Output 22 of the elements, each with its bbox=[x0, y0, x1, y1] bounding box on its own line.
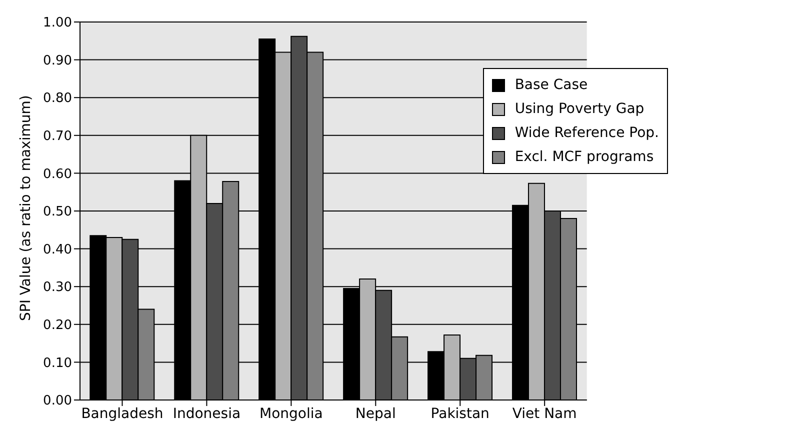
y-tick-label: 0.30 bbox=[43, 280, 72, 296]
legend-label: Excl. MCF programs bbox=[514, 148, 654, 167]
y-tick-label: 0.00 bbox=[43, 394, 72, 409]
y-tick-label: 0.80 bbox=[43, 91, 72, 106]
legend-label: Base Case bbox=[514, 76, 588, 95]
y-tick-label: 0.60 bbox=[43, 166, 72, 182]
y-tick-label: 0.50 bbox=[43, 204, 72, 220]
legend-label: Wide Reference Pop. bbox=[514, 124, 659, 143]
y-tick-label: 0.10 bbox=[43, 356, 72, 371]
y-axis-title: SPI Value (as ratio to maximum) bbox=[18, 95, 34, 321]
y-tick-label: 0.20 bbox=[43, 318, 72, 334]
y-tick-label: 0.90 bbox=[43, 53, 72, 68]
x-tick-label: Pakistan bbox=[430, 406, 490, 422]
legend-label: Using Poverty Gap bbox=[514, 100, 644, 119]
y-tick-label: 0.40 bbox=[43, 242, 72, 258]
x-tick-label: Bangladesh bbox=[81, 406, 164, 422]
x-tick-label: Nepal bbox=[355, 406, 396, 422]
y-tick-label: 1.00 bbox=[43, 16, 72, 31]
x-tick-label: Viet Nam bbox=[512, 406, 577, 422]
x-tick-label: Indonesia bbox=[172, 406, 241, 422]
x-tick-label: Mongolia bbox=[260, 406, 323, 422]
y-tick-label: 0.70 bbox=[43, 129, 72, 144]
